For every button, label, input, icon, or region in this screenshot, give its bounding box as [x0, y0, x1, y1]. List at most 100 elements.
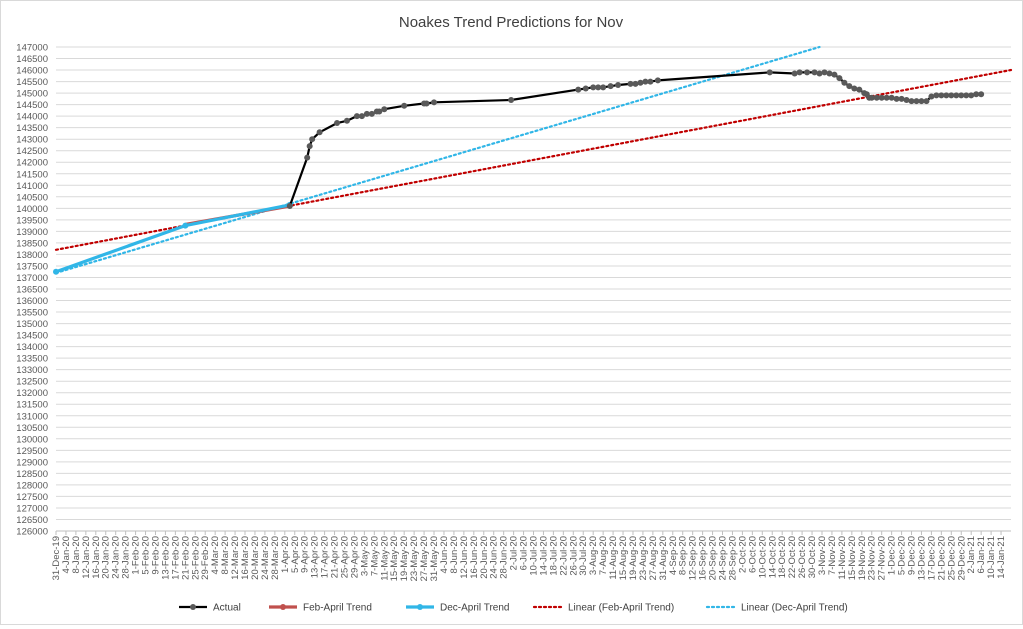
data-point	[401, 102, 408, 109]
y-tick-label: 127500	[16, 492, 48, 503]
y-tick-label: 127000	[16, 503, 48, 514]
x-tick-label: 8-Sep-20	[678, 536, 689, 575]
y-tick-label: 128500	[16, 469, 48, 480]
data-point	[978, 91, 985, 98]
x-tick-label: 25-Apr-20	[339, 536, 350, 578]
x-tick-label: 13-Apr-20	[310, 536, 321, 578]
data-point	[508, 97, 515, 104]
legend-marker	[417, 604, 423, 610]
y-tick-label: 133500	[16, 354, 48, 365]
x-tick-label: 10-Jul-20	[529, 536, 540, 576]
data-point	[908, 98, 915, 105]
x-tick-label: 6-Oct-20	[747, 536, 758, 573]
data-point	[973, 91, 980, 98]
x-tick-label: 28-Mar-20	[270, 536, 281, 580]
data-point	[923, 98, 930, 105]
data-point	[963, 92, 970, 99]
y-tick-label: 126500	[16, 515, 48, 526]
data-point	[575, 86, 582, 93]
data-point	[958, 92, 965, 99]
x-tick-label: 16-Mar-20	[240, 536, 251, 580]
data-point	[913, 98, 920, 105]
y-tick-label: 140000	[16, 204, 48, 215]
data-point	[791, 70, 798, 77]
y-tick-label: 146000	[16, 66, 48, 77]
x-tick-label: 17-Feb-20	[170, 536, 181, 580]
x-tick-label: 28-Sep-20	[727, 536, 738, 580]
data-point	[943, 92, 950, 99]
x-tick-label: 6-Jul-20	[519, 536, 530, 570]
x-tick-label: 17-Apr-20	[320, 536, 331, 578]
x-tick-label: 3-Aug-20	[588, 536, 599, 575]
x-tick-label: 19-Nov-20	[857, 536, 868, 580]
x-tick-label: 14-Jul-20	[538, 536, 549, 576]
x-tick-label: 7-Aug-20	[598, 536, 609, 575]
x-tick-label: 25-Dec-20	[946, 536, 957, 580]
y-tick-label: 129000	[16, 457, 48, 468]
data-point	[796, 69, 803, 76]
data-point	[883, 94, 890, 101]
x-tick-label: 18-Oct-20	[777, 536, 788, 578]
data-point	[968, 92, 975, 99]
y-tick-label: 140500	[16, 192, 48, 203]
data-point	[868, 94, 875, 101]
y-tick-label: 136000	[16, 296, 48, 307]
data-point	[804, 69, 811, 76]
y-tick-label: 139000	[16, 227, 48, 238]
x-tick-label: 20-Mar-20	[250, 536, 261, 580]
x-tick-label: 8-Mar-20	[220, 536, 231, 575]
y-tick-label: 145000	[16, 89, 48, 100]
legend-label: Linear (Feb-April Trend)	[568, 603, 674, 614]
legend-label: Linear (Dec-April Trend)	[741, 603, 848, 614]
x-tick-label: 8-Jan-20	[71, 536, 82, 574]
legend-item: Linear (Feb-April Trend)	[532, 603, 674, 614]
data-point	[878, 94, 885, 101]
x-tick-label: 20-Sep-20	[708, 536, 719, 580]
data-point	[363, 110, 370, 117]
x-tick-label: 9-Apr-20	[300, 536, 311, 573]
data-point	[582, 85, 589, 92]
y-tick-label: 138000	[16, 250, 48, 261]
y-tick-label: 129500	[16, 446, 48, 457]
y-tick-label: 135500	[16, 308, 48, 319]
x-tick-label: 10-Jan-21	[986, 536, 997, 579]
x-tick-label: 9-Dec-20	[907, 536, 918, 575]
data-point	[615, 82, 622, 89]
y-tick-label: 144000	[16, 112, 48, 123]
data-point	[590, 84, 597, 91]
x-tick-label: 30-Jul-20	[578, 536, 589, 576]
x-tick-label: 19-May-20	[399, 536, 410, 581]
x-tick-label: 4-Sep-20	[668, 536, 679, 575]
x-tick-label: 23-May-20	[409, 536, 420, 581]
data-point	[182, 222, 189, 229]
x-tick-label: 24-Jan-20	[111, 536, 122, 579]
y-tick-label: 131000	[16, 411, 48, 422]
x-tick-label: 16-Sep-20	[698, 536, 709, 580]
legend-item: Actual	[179, 603, 241, 614]
x-tick-label: 10-Oct-20	[757, 536, 768, 578]
data-point	[607, 83, 614, 90]
y-tick-label: 126000	[16, 527, 48, 538]
y-tick-label: 134000	[16, 342, 48, 353]
data-point	[846, 83, 853, 90]
x-tick-label: 20-Jan-20	[101, 536, 112, 579]
data-point	[953, 92, 960, 99]
x-tick-label: 11-Nov-20	[837, 536, 848, 580]
data-point	[841, 79, 848, 86]
data-point	[816, 70, 823, 77]
y-tick-label: 143500	[16, 123, 48, 134]
y-tick-label: 142500	[16, 146, 48, 157]
legend: Actual Feb-April Trend Dec-April Trend Line…	[179, 603, 848, 614]
data-point	[888, 94, 895, 101]
gridlines	[56, 46, 1011, 532]
x-tick-label: 12-Jun-20	[459, 536, 470, 579]
x-tick-label: 13-Feb-20	[160, 536, 171, 580]
data-point	[893, 95, 900, 102]
data-point	[642, 78, 649, 85]
x-tick-label: 2-Jul-20	[509, 536, 520, 570]
x-tick-label: 27-May-20	[419, 536, 430, 581]
data-point	[306, 143, 313, 150]
x-tick-label: 4-Jan-20	[61, 536, 72, 574]
x-tick-label: 21-Feb-20	[180, 536, 191, 580]
x-tick-label: 21-Dec-20	[936, 536, 947, 580]
